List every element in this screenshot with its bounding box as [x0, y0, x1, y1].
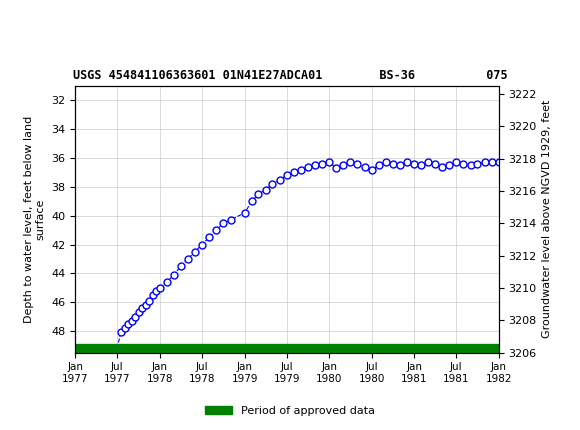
Text: ☒ USGS: ☒ USGS — [12, 16, 82, 35]
Y-axis label: Depth to water level, feet below land
surface: Depth to water level, feet below land su… — [24, 116, 46, 323]
Y-axis label: Groundwater level above NGVD 1929, feet: Groundwater level above NGVD 1929, feet — [542, 100, 553, 338]
Legend: Period of approved data: Period of approved data — [200, 401, 380, 420]
Text: USGS 454841106363601 01N41E27ADCA01        BS-36          075: USGS 454841106363601 01N41E27ADCA01 BS-3… — [72, 69, 508, 82]
